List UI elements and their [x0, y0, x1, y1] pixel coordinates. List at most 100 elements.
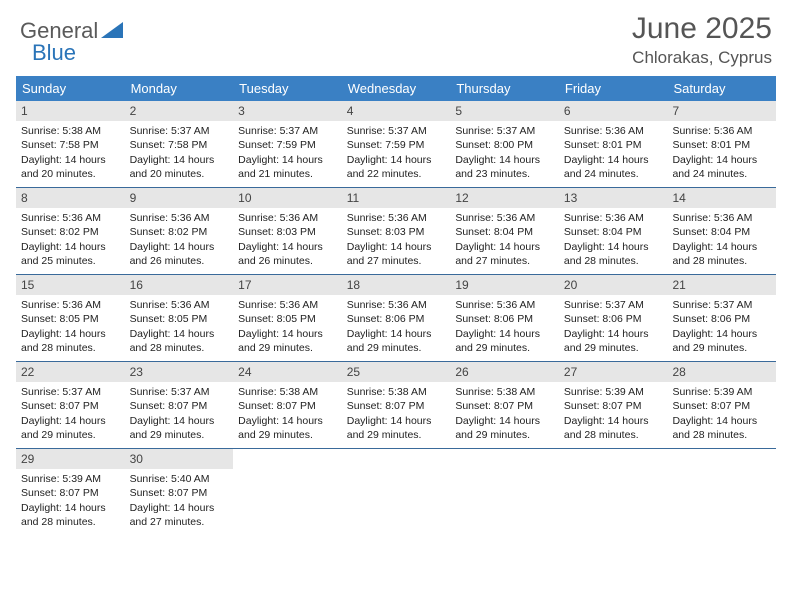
day-number: 10: [233, 188, 342, 208]
logo-text-blue: Blue: [32, 40, 76, 66]
sunrise-line: Sunrise: 5:36 AM: [347, 211, 446, 225]
day-cell: 4Sunrise: 5:37 AMSunset: 7:59 PMDaylight…: [342, 101, 451, 187]
day-cell: 13Sunrise: 5:36 AMSunset: 8:04 PMDayligh…: [559, 188, 668, 274]
day-number: 15: [16, 275, 125, 295]
day-number: 7: [667, 101, 776, 121]
daylight-line: Daylight: 14 hours and 25 minutes.: [21, 240, 120, 268]
day-number: 23: [125, 362, 234, 382]
daylight-line: Daylight: 14 hours and 29 minutes.: [130, 414, 229, 442]
week-row: 8Sunrise: 5:36 AMSunset: 8:02 PMDaylight…: [16, 188, 776, 275]
sunrise-line: Sunrise: 5:38 AM: [455, 385, 554, 399]
day-number: 11: [342, 188, 451, 208]
day-number: 19: [450, 275, 559, 295]
sunset-line: Sunset: 8:06 PM: [455, 312, 554, 326]
location: Chlorakas, Cyprus: [632, 48, 772, 68]
daylight-line: Daylight: 14 hours and 20 minutes.: [130, 153, 229, 181]
sunset-line: Sunset: 8:04 PM: [455, 225, 554, 239]
daylight-line: Daylight: 14 hours and 21 minutes.: [238, 153, 337, 181]
sunrise-line: Sunrise: 5:37 AM: [347, 124, 446, 138]
day-cell: 1Sunrise: 5:38 AMSunset: 7:58 PMDaylight…: [16, 101, 125, 187]
day-cell: 29Sunrise: 5:39 AMSunset: 8:07 PMDayligh…: [16, 449, 125, 535]
day-number: 4: [342, 101, 451, 121]
calendar: SundayMondayTuesdayWednesdayThursdayFrid…: [16, 76, 776, 535]
sunset-line: Sunset: 8:03 PM: [347, 225, 446, 239]
day-cell: 17Sunrise: 5:36 AMSunset: 8:05 PMDayligh…: [233, 275, 342, 361]
day-cell: 6Sunrise: 5:36 AMSunset: 8:01 PMDaylight…: [559, 101, 668, 187]
sunset-line: Sunset: 8:06 PM: [564, 312, 663, 326]
daylight-line: Daylight: 14 hours and 24 minutes.: [564, 153, 663, 181]
daylight-line: Daylight: 14 hours and 28 minutes.: [564, 240, 663, 268]
sunrise-line: Sunrise: 5:39 AM: [672, 385, 771, 399]
daylight-line: Daylight: 14 hours and 29 minutes.: [347, 414, 446, 442]
day-header-row: SundayMondayTuesdayWednesdayThursdayFrid…: [16, 76, 776, 101]
day-cell: 16Sunrise: 5:36 AMSunset: 8:05 PMDayligh…: [125, 275, 234, 361]
day-cell: 26Sunrise: 5:38 AMSunset: 8:07 PMDayligh…: [450, 362, 559, 448]
daylight-line: Daylight: 14 hours and 27 minutes.: [455, 240, 554, 268]
day-cell: 9 Sunrise: 5:36 AMSunset: 8:02 PMDaylight…: [125, 188, 234, 274]
day-cell: 24Sunrise: 5:38 AMSunset: 8:07 PMDayligh…: [233, 362, 342, 448]
day-cell: 28 Sunrise: 5:39 AMSunset: 8:07 PMDayligh…: [667, 362, 776, 448]
day-number: 26: [450, 362, 559, 382]
daylight-line: Daylight: 14 hours and 26 minutes.: [130, 240, 229, 268]
sunset-line: Sunset: 8:05 PM: [130, 312, 229, 326]
day-header-cell: Friday: [559, 76, 668, 101]
day-cell: 2Sunrise: 5:37 AMSunset: 7:58 PMDaylight…: [125, 101, 234, 187]
day-number: 1: [16, 101, 125, 121]
sunset-line: Sunset: 8:01 PM: [564, 138, 663, 152]
sunrise-line: Sunrise: 5:36 AM: [130, 298, 229, 312]
day-number: 24: [233, 362, 342, 382]
sunrise-line: Sunrise: 5:38 AM: [238, 385, 337, 399]
sunrise-line: Sunrise: 5:37 AM: [455, 124, 554, 138]
sunrise-line: Sunrise: 5:36 AM: [21, 298, 120, 312]
sunset-line: Sunset: 8:07 PM: [347, 399, 446, 413]
day-cell: 19Sunrise: 5:36 AMSunset: 8:06 PMDayligh…: [450, 275, 559, 361]
day-number: 28: [667, 362, 776, 382]
sunrise-line: Sunrise: 5:36 AM: [130, 211, 229, 225]
sunset-line: Sunset: 8:07 PM: [238, 399, 337, 413]
sunset-line: Sunset: 7:58 PM: [130, 138, 229, 152]
sunrise-line: Sunrise: 5:36 AM: [21, 211, 120, 225]
day-cell: 23Sunrise: 5:37 AMSunset: 8:07 PMDayligh…: [125, 362, 234, 448]
sunrise-line: Sunrise: 5:39 AM: [564, 385, 663, 399]
sunrise-line: Sunrise: 5:36 AM: [672, 124, 771, 138]
day-number: 9: [125, 188, 234, 208]
day-number: 2: [125, 101, 234, 121]
day-cell: [667, 449, 776, 535]
sunrise-line: Sunrise: 5:36 AM: [238, 298, 337, 312]
day-cell: 10Sunrise: 5:36 AMSunset: 8:03 PMDayligh…: [233, 188, 342, 274]
week-row: 15Sunrise: 5:36 AMSunset: 8:05 PMDayligh…: [16, 275, 776, 362]
daylight-line: Daylight: 14 hours and 29 minutes.: [21, 414, 120, 442]
day-number: 21: [667, 275, 776, 295]
sunset-line: Sunset: 8:05 PM: [238, 312, 337, 326]
daylight-line: Daylight: 14 hours and 28 minutes.: [21, 501, 120, 529]
day-cell: 14Sunrise: 5:36 AMSunset: 8:04 PMDayligh…: [667, 188, 776, 274]
day-number: 12: [450, 188, 559, 208]
sunset-line: Sunset: 8:05 PM: [21, 312, 120, 326]
sunrise-line: Sunrise: 5:37 AM: [21, 385, 120, 399]
sunset-line: Sunset: 8:04 PM: [564, 225, 663, 239]
daylight-line: Daylight: 14 hours and 28 minutes.: [672, 414, 771, 442]
daylight-line: Daylight: 14 hours and 29 minutes.: [455, 414, 554, 442]
daylight-line: Daylight: 14 hours and 27 minutes.: [130, 501, 229, 529]
sunrise-line: Sunrise: 5:39 AM: [21, 472, 120, 486]
day-cell: 20Sunrise: 5:37 AMSunset: 8:06 PMDayligh…: [559, 275, 668, 361]
sunset-line: Sunset: 8:00 PM: [455, 138, 554, 152]
sunrise-line: Sunrise: 5:36 AM: [347, 298, 446, 312]
logo-sail-icon: [101, 22, 123, 38]
day-cell: 3Sunrise: 5:37 AMSunset: 7:59 PMDaylight…: [233, 101, 342, 187]
sunset-line: Sunset: 8:07 PM: [672, 399, 771, 413]
day-number: 13: [559, 188, 668, 208]
sunset-line: Sunset: 8:02 PM: [130, 225, 229, 239]
week-row: 1Sunrise: 5:38 AMSunset: 7:58 PMDaylight…: [16, 101, 776, 188]
sunrise-line: Sunrise: 5:38 AM: [347, 385, 446, 399]
day-cell: 27Sunrise: 5:39 AMSunset: 8:07 PMDayligh…: [559, 362, 668, 448]
day-number: 8: [16, 188, 125, 208]
day-number: 3: [233, 101, 342, 121]
sunrise-line: Sunrise: 5:36 AM: [238, 211, 337, 225]
day-number: 14: [667, 188, 776, 208]
day-cell: [559, 449, 668, 535]
day-header-cell: Saturday: [667, 76, 776, 101]
month-title: June 2025: [632, 12, 772, 46]
sunrise-line: Sunrise: 5:37 AM: [238, 124, 337, 138]
sunset-line: Sunset: 8:04 PM: [672, 225, 771, 239]
